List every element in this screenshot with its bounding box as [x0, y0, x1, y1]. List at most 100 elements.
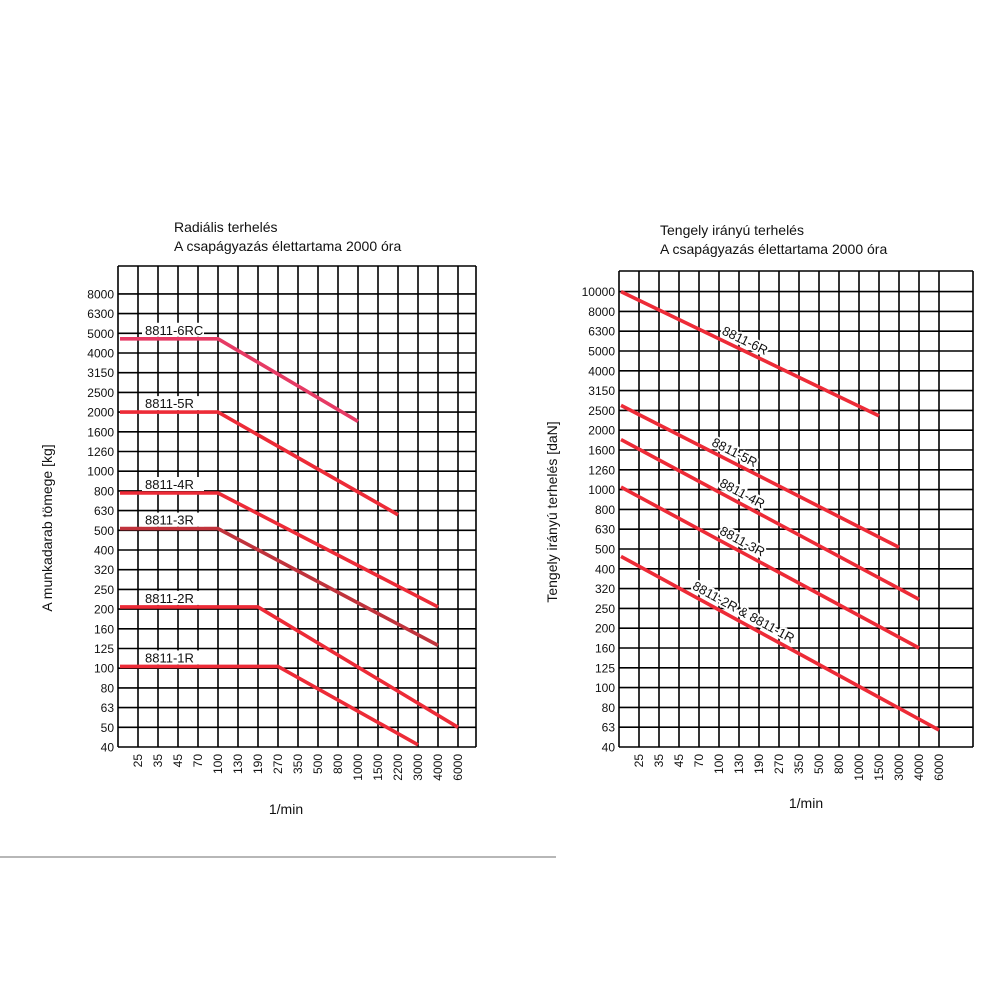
radial-series-label: 8811-4R	[145, 477, 194, 492]
radial-x-tick-label: 190	[251, 754, 265, 774]
radial-x-tick-label: 6000	[451, 754, 465, 781]
axial-x-tick-label: 25	[632, 754, 646, 768]
radial-y-tick-label: 1260	[87, 445, 114, 459]
radial-y-tick-label: 2500	[87, 386, 114, 400]
axial-y-tick-label: 80	[602, 701, 616, 715]
radial-x-tick-label: 350	[291, 754, 305, 774]
radial-grid	[117, 265, 477, 748]
radial-series-label: 8811-5R	[145, 396, 194, 411]
axial-x-tick-label: 500	[812, 754, 826, 774]
radial-series-label-bg	[142, 650, 204, 665]
axial-y-tick-label: 320	[595, 582, 615, 596]
radial-series-line	[120, 491, 439, 609]
radial-y-tick-label: 200	[94, 603, 114, 617]
radial-series-label-bg	[142, 476, 204, 491]
radial-y-tick-label: 40	[101, 741, 115, 755]
axial-y-tick-label: 160	[595, 642, 615, 656]
axial-x-tick-label: 130	[732, 754, 746, 774]
radial-series-label: 8811-6RC	[145, 323, 203, 338]
axial-y-tick-label: 125	[595, 661, 615, 675]
axial-x-tick-label: 35	[652, 754, 666, 768]
axial-chart-title: Tengely irányú terhelés	[660, 222, 804, 238]
radial-series-label-bg	[142, 396, 204, 411]
radial-y-tick-label: 8000	[87, 287, 114, 301]
axial-x-tick-label: 45	[672, 754, 686, 768]
radial-chart-title-block: Radiális terhelés A csapágyazás élettart…	[174, 218, 401, 256]
axial-y-tick-label: 800	[595, 503, 615, 517]
axial-x-tick-label: 70	[692, 754, 706, 768]
axial-series-line	[620, 437, 920, 601]
axial-y-tick-label: 8000	[588, 305, 615, 319]
axial-y-axis-label: Tengely irányú terhelés [daN]	[544, 421, 560, 602]
radial-series-group: 8811-6RC 8811-5R 8811-4R 8811-3R 8811-2R 8811…	[120, 322, 459, 747]
radial-x-tick-label: 70	[191, 754, 205, 768]
radial-y-tick-label: 5000	[87, 327, 114, 341]
radial-x-tick-label: 2200	[391, 754, 405, 781]
radial-y-tick-label: 400	[94, 544, 114, 558]
axial-x-tick-label: 4000	[912, 754, 926, 781]
axial-x-axis-label: 1/min	[789, 795, 823, 811]
axial-y-tick-label: 200	[595, 622, 615, 636]
radial-series-label: 8811-3R	[145, 513, 194, 528]
page-divider	[0, 856, 556, 858]
axial-x-tick-label: 270	[772, 754, 786, 774]
radial-y-tick-label: 500	[94, 524, 114, 538]
axial-y-tick-label: 63	[602, 721, 616, 735]
axial-x-tick-label: 1500	[872, 754, 886, 781]
radial-series-line	[120, 336, 359, 423]
radial-x-tick-label: 130	[231, 754, 245, 774]
axial-plot-area: 40 63 80 100 125 160 200 250 320 400 500 630 800 1000…	[544, 270, 974, 811]
radial-series-line	[120, 664, 419, 747]
axial-y-tick-label: 40	[602, 741, 616, 755]
axial-y-tick-label: 1260	[588, 463, 615, 477]
axial-series-line	[620, 485, 920, 650]
axial-y-tick-label: 2000	[588, 424, 615, 438]
radial-x-tick-label: 1000	[351, 754, 365, 781]
radial-y-tick-label: 80	[101, 681, 115, 695]
axial-y-tick-label: 500	[595, 543, 615, 557]
radial-series-line	[120, 526, 439, 647]
axial-y-tick-label: 3150	[588, 384, 615, 398]
radial-chart-subtitle: A csapágyazás élettartama 2000 óra	[174, 238, 402, 254]
axial-chart-subtitle: A csapágyazás élettartama 2000 óra	[660, 241, 888, 257]
radial-y-axis-label: A munkadarab tömege [kg]	[39, 444, 55, 611]
radial-x-tick-label: 500	[311, 754, 325, 774]
radial-y-tick-label: 6300	[87, 307, 114, 321]
radial-x-tick-label: 45	[171, 754, 185, 768]
axial-x-tick-label: 6000	[932, 754, 946, 781]
radial-plot-area: 40 50 63 80 100 125 160 200 250 320 400 500 630 800 10…	[39, 265, 477, 817]
radial-x-tick-label: 25	[131, 754, 145, 768]
axial-y-tick-label: 1000	[588, 483, 615, 497]
radial-y-tick-label: 100	[94, 662, 114, 676]
axial-y-tick-label: 10000	[582, 285, 616, 299]
radial-x-axis-label: 1/min	[269, 801, 303, 817]
axial-grid	[618, 270, 974, 748]
radial-y-tick-label: 125	[94, 642, 114, 656]
axial-y-tick-label: 250	[595, 602, 615, 616]
axial-y-tick-label: 100	[595, 681, 615, 695]
radial-y-tick-label: 50	[101, 721, 115, 735]
radial-series-line	[120, 410, 399, 517]
axial-y-tick-label: 630	[595, 523, 615, 537]
radial-x-tick-label: 1500	[371, 754, 385, 781]
axial-chart-title-block: Tengely irányú terhelés A csapágyazás él…	[660, 221, 887, 259]
axial-x-tick-label: 800	[832, 754, 846, 774]
radial-y-tick-label: 250	[94, 583, 114, 597]
axial-y-tick-label: 1600	[588, 444, 615, 458]
radial-series-label: 8811-2R	[145, 591, 194, 606]
radial-x-tick-label: 270	[271, 754, 285, 774]
radial-chart-title: Radiális terhelés	[174, 219, 278, 235]
radial-y-tick-label: 800	[94, 484, 114, 498]
radial-y-tick-label: 1600	[87, 425, 114, 439]
radial-y-tick-label: 63	[101, 701, 115, 715]
radial-y-tick-label: 1000	[87, 465, 114, 479]
axial-y-tick-label: 6300	[588, 325, 615, 339]
axial-y-tick-label: 400	[595, 562, 615, 576]
axial-x-tick-label: 190	[752, 754, 766, 774]
radial-x-tick-label: 3000	[411, 754, 425, 781]
axial-x-tick-label: 350	[792, 754, 806, 774]
